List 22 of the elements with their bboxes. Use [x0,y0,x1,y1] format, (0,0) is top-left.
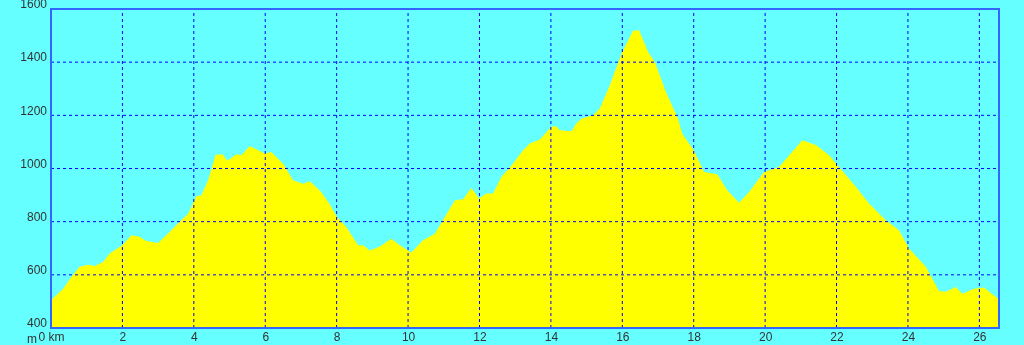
x-tick-label: 8 [333,329,341,344]
y-tick-label: 600 [26,263,48,278]
x-tick-label: 18 [687,329,702,344]
x-tick-label: 0 km [38,329,65,344]
y-tick-label: 1600 [20,0,48,12]
x-tick-label: 16 [616,329,630,344]
x-tick-label: 10 [401,329,416,344]
x-tick-label: 22 [830,329,845,344]
x-tick-label: 2 [119,329,127,344]
y-tick-label: 400 [26,316,48,331]
x-tick-label: 6 [262,329,270,344]
x-tick-label: 26 [973,329,987,344]
y-tick-label: 1400 [20,50,48,65]
y-tick-label: 1000 [20,156,48,171]
x-tick-label: 14 [544,329,559,344]
x-tick-label: 20 [758,329,773,344]
x-tick-label: 4 [190,329,198,344]
y-tick-label: 800 [26,209,48,224]
x-tick-label: 24 [901,329,916,344]
x-tick-label: 12 [473,329,487,344]
y-axis-title: m [27,332,37,345]
y-tick-label: 1200 [20,103,48,118]
